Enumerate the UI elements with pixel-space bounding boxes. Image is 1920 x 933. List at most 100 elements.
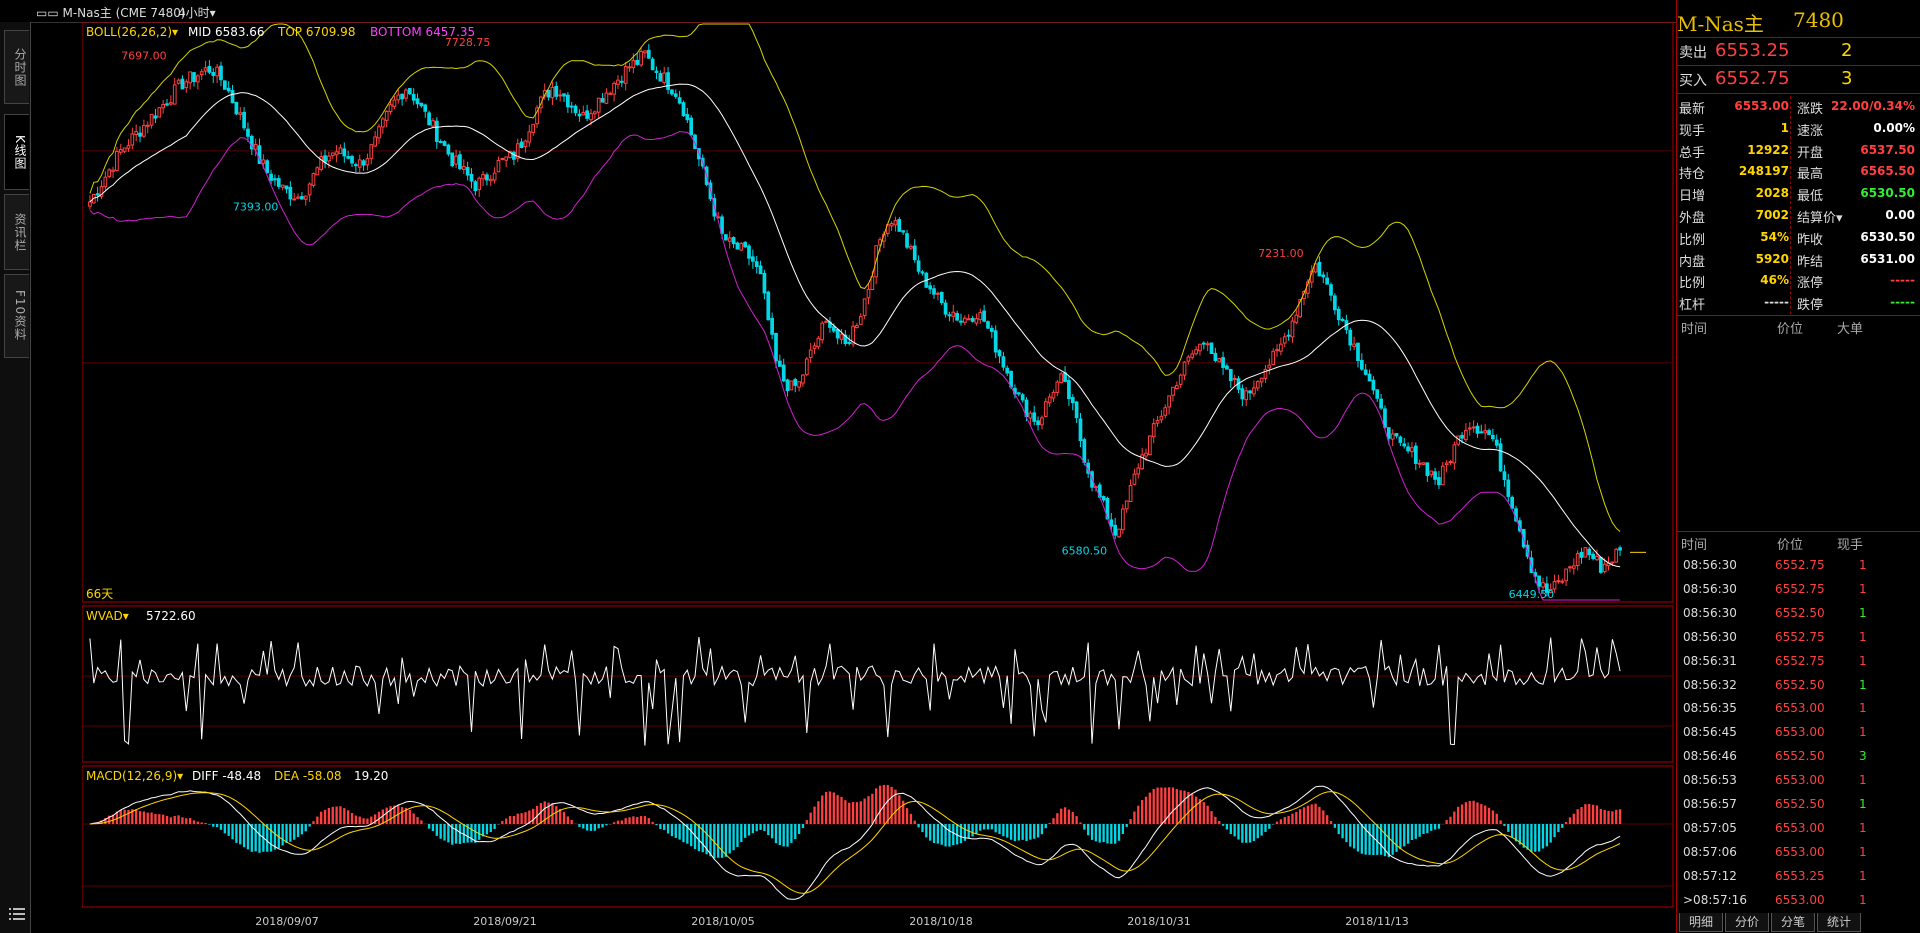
candle-body <box>450 152 455 167</box>
tick-row[interactable]: 08:56:30 6552.75 1 <box>1677 553 1920 577</box>
tick-row[interactable]: 08:56:53 6553.00 1 <box>1677 768 1920 792</box>
candle-body <box>866 288 871 299</box>
candle-body <box>1078 418 1083 442</box>
tick-row[interactable]: 08:56:32 6552.50 1 <box>1677 673 1920 697</box>
tick-qty: 1 <box>1859 629 1867 644</box>
tick-row[interactable]: 08:57:05 6553.00 1 <box>1677 816 1920 840</box>
date-axis-label: 2018/10/18 <box>909 915 972 928</box>
tick-qty: 1 <box>1859 725 1867 740</box>
tab-news[interactable]: 资讯栏 <box>4 194 29 270</box>
candle-body <box>1429 470 1434 476</box>
tick-price: 6552.50 <box>1775 797 1825 811</box>
candle-body <box>103 176 108 188</box>
candle-body <box>789 380 794 391</box>
candle-body <box>465 167 470 176</box>
tick-time: 08:56:30 <box>1683 629 1737 644</box>
chart-area[interactable]: 7500.007000.00BOLL(26,26,2)▾MID 6583.66T… <box>82 22 1674 930</box>
tick-price: 6553.00 <box>1775 701 1825 716</box>
candle-body <box>673 93 678 97</box>
boll-top-label: TOP 6709.98 <box>277 25 355 39</box>
tick-price: 6552.50 <box>1775 605 1825 620</box>
tab-f10[interactable]: F10资料 <box>4 274 29 358</box>
macd-diff-line <box>89 785 1621 900</box>
candle-body <box>966 318 971 321</box>
tick-row[interactable]: 08:56:30 6552.75 1 <box>1677 577 1920 601</box>
tick-row[interactable]: >08:57:16 6553.00 1 <box>1677 888 1920 912</box>
candle-body <box>897 219 902 232</box>
candle-body <box>1186 356 1191 362</box>
tick-row[interactable]: 08:57:12 6553.25 1 <box>1677 864 1920 888</box>
candle-body <box>1028 412 1033 419</box>
candle-body <box>377 126 381 139</box>
candle-body <box>180 78 185 90</box>
tick-row[interactable]: 08:56:30 6552.75 1 <box>1677 625 1920 649</box>
kline-chart[interactable]: 7500.007000.00BOLL(26,26,2)▾MID 6583.66T… <box>82 22 1674 930</box>
quote-info-value: 6565.50 <box>1860 164 1915 179</box>
tick-row[interactable]: 08:56:31 6552.75 1 <box>1677 649 1920 673</box>
candle-body <box>1043 401 1048 417</box>
candle-body <box>1248 390 1252 394</box>
tick-qty: 1 <box>1859 677 1867 692</box>
wvad-frame <box>82 605 1674 763</box>
tick-row[interactable]: 08:56:45 6553.00 1 <box>1677 720 1920 744</box>
tab-intraday[interactable]: 分时图 <box>4 30 29 104</box>
candle-body <box>1225 365 1229 370</box>
candle-body <box>1298 299 1303 318</box>
candle-body <box>1460 434 1464 439</box>
quote-info-key: 日增 <box>1679 189 1706 205</box>
instrument-name: M-Nas主 <box>1677 12 1764 36</box>
candle-body <box>1209 342 1214 355</box>
candle-body <box>485 174 489 181</box>
date-axis-label: 2018/10/05 <box>691 915 754 928</box>
quote-info-value: 46% <box>1760 273 1789 288</box>
quote-info-value: ----- <box>1890 295 1915 310</box>
candle-body <box>415 98 420 105</box>
tick-row[interactable]: 08:56:46 6552.50 3 <box>1677 744 1920 768</box>
candle-body <box>735 242 740 250</box>
candle-body <box>442 141 447 146</box>
quote-info-value: 6553.00 <box>1734 99 1789 113</box>
tick-qty: 1 <box>1859 605 1867 620</box>
tick-row[interactable]: 08:56:35 6553.00 1 <box>1677 696 1920 720</box>
tick-time: 08:56:35 <box>1683 701 1737 716</box>
candle-body <box>1595 556 1599 561</box>
candle-body <box>142 125 146 137</box>
instrument-title: ▭▭ M-Nas主 (CME 7480) <box>36 6 186 20</box>
period-selector[interactable]: 4小时▾ <box>178 6 216 20</box>
boll-bottom-label: BOTTOM 6457.35 <box>370 25 475 39</box>
candle-body <box>458 154 462 170</box>
candle-body <box>446 144 451 155</box>
candle-body <box>296 196 300 199</box>
tab-stats[interactable]: 统计 <box>1817 913 1861 932</box>
candle-body <box>901 230 906 233</box>
price-extreme-label: 7728.75 <box>445 36 491 49</box>
candle-body <box>970 318 975 322</box>
candle-body <box>1367 373 1372 382</box>
candle-body <box>951 311 956 317</box>
candle-body <box>1421 462 1426 465</box>
candle-body <box>203 67 208 72</box>
tab-detail[interactable]: 明细 <box>1679 913 1723 932</box>
tick-row[interactable]: 08:56:30 6552.50 1 <box>1677 601 1920 625</box>
macd-indicator-label: MACD(12,26,9)▾ <box>86 769 183 783</box>
candle-body <box>1255 381 1260 389</box>
tab-trades[interactable]: 分笔 <box>1771 913 1815 932</box>
candle-body <box>249 135 254 150</box>
candle-body <box>616 79 620 85</box>
candle-body <box>1333 295 1337 311</box>
candle-body <box>1124 500 1129 510</box>
tick-row[interactable]: 08:57:06 6553.00 1 <box>1677 840 1920 864</box>
quote-info-key[interactable]: 结算价▾ <box>1797 211 1843 226</box>
tick-row[interactable]: 08:56:57 6552.50 1 <box>1677 792 1920 816</box>
tab-kline[interactable]: K线图 <box>4 114 29 190</box>
tick-qty: 1 <box>1859 844 1867 859</box>
candle-body <box>1467 427 1472 430</box>
candle-body <box>1128 485 1133 502</box>
quote-info-row: 比例 54% 昨收 6530.50 <box>1677 227 1920 248</box>
tab-price-dist[interactable]: 分价 <box>1725 913 1769 932</box>
candle-body <box>1144 452 1148 457</box>
list-menu-icon[interactable] <box>8 905 26 923</box>
candle-body <box>689 117 694 136</box>
candle-body <box>797 381 801 388</box>
candle-body <box>107 169 112 177</box>
